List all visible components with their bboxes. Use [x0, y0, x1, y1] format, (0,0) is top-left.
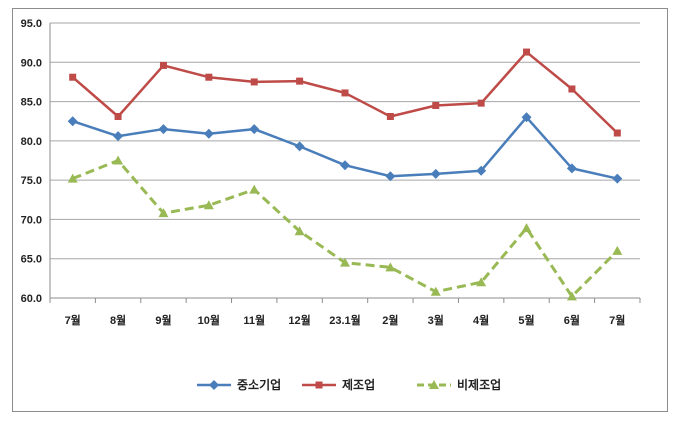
- data-point: [294, 141, 305, 152]
- series-2: [69, 48, 621, 137]
- y-tick-label: 85.0: [21, 97, 42, 109]
- legend-swatch-marker: [209, 380, 219, 390]
- y-tick-label: 65.0: [21, 254, 42, 266]
- y-tick-label: 90.0: [21, 57, 42, 69]
- data-point: [294, 226, 305, 236]
- x-tick-label: 8월: [110, 313, 126, 327]
- legend-entry: 중소기업: [197, 377, 281, 392]
- data-point: [523, 48, 531, 56]
- data-point: [249, 124, 260, 135]
- data-point: [612, 173, 623, 184]
- data-point: [249, 184, 260, 194]
- data-point: [113, 155, 124, 165]
- y-tick-label: 75.0: [21, 175, 42, 187]
- x-tick-label: 7월: [609, 313, 625, 327]
- series-1: [67, 112, 623, 184]
- x-tick-labels: 7월 8월 9월 10월 11월 12월 23.1월 2월 3월 4월 5월 6월 7월: [65, 313, 626, 327]
- data-point: [158, 124, 169, 135]
- data-point: [385, 262, 396, 272]
- data-point: [341, 89, 349, 97]
- data-point: [430, 286, 441, 296]
- y-tick-labels: 95.0 90.0 85.0 80.0 75.0 70.0 65.0 60.0: [21, 18, 42, 305]
- data-point: [566, 163, 577, 174]
- data-point: [566, 291, 577, 301]
- axes: [49, 23, 641, 303]
- data-point: [69, 73, 77, 81]
- x-tick-label: 2월: [382, 313, 398, 327]
- legend-swatch-marker: [315, 381, 323, 389]
- y-tick-label: 70.0: [21, 214, 42, 226]
- series-line: [72, 159, 619, 298]
- data-point: [296, 77, 304, 85]
- legend-swatch-marker: [429, 380, 439, 389]
- legend-entry: 제조업: [302, 378, 375, 392]
- data-point: [521, 112, 532, 123]
- x-tick-label: 10월: [198, 313, 220, 327]
- data-point: [203, 128, 214, 139]
- data-point: [203, 200, 214, 210]
- data-point: [205, 73, 213, 81]
- data-point: [521, 223, 532, 233]
- data-point: [159, 61, 167, 69]
- legend-label: 중소기업: [237, 377, 281, 392]
- data-point: [386, 113, 394, 120]
- data-point: [385, 171, 396, 182]
- data-point: [432, 102, 440, 109]
- x-tick-label: 23.1월: [329, 313, 361, 327]
- series-3: [67, 155, 623, 301]
- x-tick-label: 5월: [518, 313, 534, 327]
- x-tick-label: 7월: [65, 313, 81, 327]
- x-tick-label: 4월: [473, 313, 489, 327]
- legend-label: 비제조업: [457, 377, 501, 392]
- legend: 중소기업 제조업 비제조업: [197, 377, 501, 392]
- data-point: [476, 165, 487, 176]
- y-tick-label: 95.0: [21, 18, 42, 30]
- data-point: [568, 85, 576, 93]
- data-point: [613, 129, 621, 137]
- data-point: [340, 257, 350, 267]
- data-point: [67, 173, 78, 183]
- data-point: [612, 245, 623, 255]
- data-point: [340, 160, 350, 171]
- x-tick-label: 3월: [428, 313, 444, 327]
- x-tick-label: 9월: [155, 313, 171, 327]
- series-group: [67, 48, 623, 301]
- gridlines: [50, 22, 640, 260]
- x-tick-label: 6월: [564, 313, 580, 327]
- data-point: [158, 208, 169, 218]
- data-point: [476, 277, 487, 287]
- y-tick-label: 60.0: [21, 293, 42, 305]
- legend-entry: 비제조업: [417, 377, 501, 392]
- x-tick-label: 11월: [243, 313, 265, 327]
- data-point: [67, 116, 78, 127]
- data-point: [477, 99, 485, 107]
- x-tick-label: 12월: [288, 313, 310, 327]
- data-point: [114, 113, 122, 120]
- data-point: [113, 131, 124, 142]
- data-point: [250, 78, 258, 86]
- legend-label: 제조업: [342, 378, 375, 392]
- data-point: [430, 168, 441, 179]
- y-tick-label: 80.0: [21, 136, 42, 148]
- chart-frame: [12, 8, 668, 412]
